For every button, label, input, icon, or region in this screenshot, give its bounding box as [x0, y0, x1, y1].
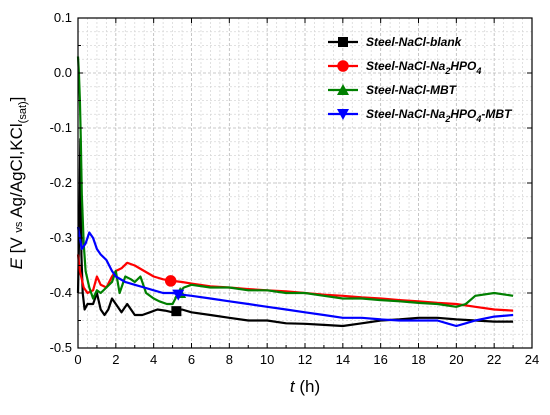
grid: [77, 17, 533, 349]
y-axis-open: [V: [7, 233, 26, 259]
x-tick-label: 6: [188, 352, 195, 367]
x-tick-label: 10: [260, 352, 274, 367]
series-lines: [76, 56, 514, 328]
x-axis-label: t (h): [290, 377, 320, 396]
legend-label-part: Steel-NaCl-blank: [366, 35, 463, 49]
series-marker-4: [172, 289, 185, 301]
y-axis-vs: vs: [13, 221, 25, 233]
legend-marker-3: [337, 84, 349, 95]
y-tick-label: -0.4: [50, 285, 72, 300]
x-tick-label: 18: [411, 352, 425, 367]
legend-label-1: Steel-NaCl-blank: [366, 35, 463, 49]
legend-label-4: Steel-NaCl-Na2HPO4-MBT: [366, 107, 513, 124]
x-tick-label: 20: [449, 352, 463, 367]
y-tick-label: -0.3: [50, 230, 72, 245]
legend-label-part: Steel-NaCl-Na: [366, 59, 446, 73]
y-tick-label: -0.1: [50, 120, 72, 135]
x-tick-label: 14: [336, 352, 350, 367]
series-line-3: [76, 56, 514, 308]
x-tick-label: 0: [74, 352, 81, 367]
y-tick-label: 0.1: [54, 10, 72, 25]
y-axis-close: ]: [7, 97, 26, 102]
legend-label-part: Steel-NaCl-MBT: [366, 83, 458, 97]
series-line-4: [76, 226, 514, 328]
legend-label-part: 2: [444, 66, 450, 76]
legend-label-part: 2: [444, 114, 450, 124]
legend-marker-2: [337, 60, 349, 72]
x-tick-label: 4: [150, 352, 157, 367]
x-tick-label: 24: [525, 352, 539, 367]
legend-label-2: Steel-NaCl-Na2HPO4: [366, 59, 481, 76]
x-tick-label: 16: [373, 352, 387, 367]
legend-marker-1: [338, 37, 348, 47]
series-line-2: [76, 254, 514, 312]
y-tick-label: -0.2: [50, 175, 72, 190]
legend-label-part: Steel-NaCl-Na: [366, 107, 446, 121]
y-axis-sat: (sat): [17, 101, 29, 123]
x-tick-label: 22: [487, 352, 501, 367]
x-axis-var: t: [290, 377, 296, 396]
legend-label-part: 4: [475, 66, 481, 76]
legend: Steel-NaCl-blankSteel-NaCl-Na2HPO4Steel-…: [328, 35, 513, 124]
y-tick-label: 0.0: [54, 65, 72, 80]
legend-label-3: Steel-NaCl-MBT: [366, 83, 458, 97]
legend-label-part: 4: [475, 114, 481, 124]
x-tick-label: 8: [226, 352, 233, 367]
y-axis-var: E: [7, 257, 26, 269]
x-tick-label: 12: [298, 352, 312, 367]
legend-label-part: HPO: [450, 59, 477, 73]
legend-label-part: HPO: [450, 107, 477, 121]
x-axis-unit: (h): [295, 377, 321, 396]
series-marker-1: [171, 306, 182, 317]
x-tick-label: 2: [112, 352, 119, 367]
y-axis-label: E [V vs Ag/AgCl,KCl(sat)]: [7, 97, 29, 270]
axis-ticks: 0 2 4 6 8 10 12 14 16 18 20 22 24-0.5-0.4-0.3-0.2-0.…: [50, 10, 540, 367]
y-axis-ref: Ag/AgCl,KCl: [7, 123, 26, 221]
legend-label-part: -MBT: [481, 107, 513, 121]
y-tick-label: -0.5: [50, 340, 72, 355]
series-marker-2: [164, 275, 177, 287]
legend-marker-4: [337, 109, 349, 120]
